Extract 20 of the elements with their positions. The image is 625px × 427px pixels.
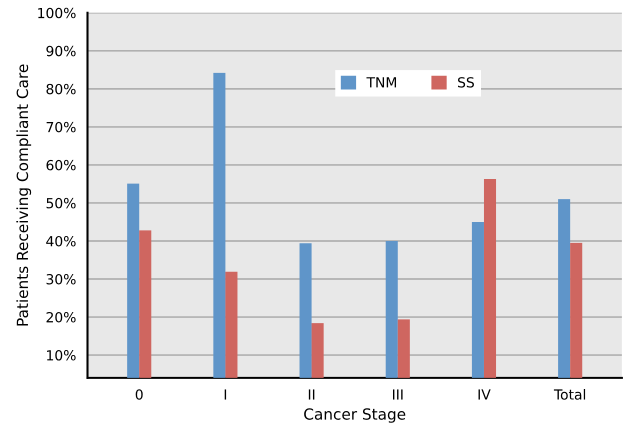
y-tick-label: 20% [46, 312, 76, 323]
x-tick-label: 0 [136, 389, 143, 400]
y-tick-label: 10% [47, 350, 76, 361]
y-tick-label: 70% [46, 122, 76, 132]
y-tick-label: 80% [46, 84, 76, 94]
legend-label: TNM [366, 77, 396, 88]
x-tick-label: II [308, 389, 314, 400]
y-tick-label: 30% [46, 274, 76, 284]
y-tick-label: 60% [46, 160, 76, 170]
legend-label: SS [458, 77, 474, 88]
y-tick-label: 90% [46, 46, 76, 56]
y-tick-label: 50% [46, 198, 76, 208]
x-axis-title: Cancer Stage [304, 408, 406, 423]
x-tick-label: I [224, 389, 226, 400]
x-tick-label: Total [554, 389, 586, 400]
y-tick-label: 100% [38, 8, 76, 18]
y-tick-label: 40% [46, 236, 76, 246]
y-axis-title: Patients Receiving Compliant Care [16, 64, 32, 326]
x-tick-label: IV [478, 389, 491, 400]
x-tick-label: III [393, 389, 403, 400]
